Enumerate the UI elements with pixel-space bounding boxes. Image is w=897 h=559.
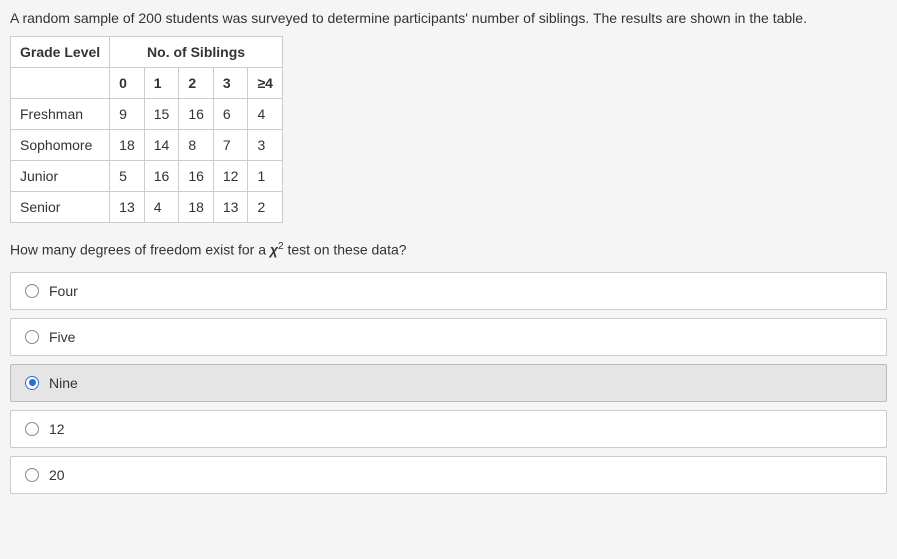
cell: 1 [248,161,282,192]
row-label: Sophomore [11,130,110,161]
table-row: Senior 13 4 18 13 2 [11,192,283,223]
option-nine[interactable]: Nine [10,364,887,402]
col-header-4: ≥4 [248,68,282,99]
radio-icon [25,284,39,298]
col-header-3: 3 [213,68,248,99]
table-header-row-2: 0 1 2 3 ≥4 [11,68,283,99]
cell: 12 [213,161,248,192]
col-header-2: 2 [179,68,214,99]
radio-icon [25,422,39,436]
blank-header [11,68,110,99]
row-label: Junior [11,161,110,192]
question-text: How many degrees of freedom exist for a … [10,241,887,258]
question-pre: How many degrees of freedom exist for a [10,242,270,258]
cell: 18 [110,130,145,161]
col-header-0: 0 [110,68,145,99]
cell: 16 [179,161,214,192]
cell: 13 [110,192,145,223]
cell: 16 [144,161,179,192]
col-header-1: 1 [144,68,179,99]
cell: 9 [110,99,145,130]
row-label: Freshman [11,99,110,130]
table-row: Freshman 9 15 16 6 4 [11,99,283,130]
question-container: A random sample of 200 students was surv… [0,0,897,512]
question-prompt: A random sample of 200 students was surv… [10,10,887,26]
option-label: 20 [49,467,65,483]
options-list: Four Five Nine 12 20 [10,272,887,494]
option-twenty[interactable]: 20 [10,456,887,494]
option-label: Four [49,283,78,299]
option-five[interactable]: Five [10,318,887,356]
table-header-row-1: Grade Level No. of Siblings [11,37,283,68]
cell: 15 [144,99,179,130]
data-table: Grade Level No. of Siblings 0 1 2 3 ≥4 F… [10,36,283,223]
cell: 4 [144,192,179,223]
cell: 8 [179,130,214,161]
radio-icon [25,330,39,344]
col-group-header: No. of Siblings [110,37,283,68]
question-post: test on these data? [284,242,407,258]
cell: 14 [144,130,179,161]
cell: 7 [213,130,248,161]
table-row: Sophomore 18 14 8 7 3 [11,130,283,161]
cell: 16 [179,99,214,130]
cell: 4 [248,99,282,130]
cell: 3 [248,130,282,161]
cell: 5 [110,161,145,192]
row-header: Grade Level [11,37,110,68]
option-four[interactable]: Four [10,272,887,310]
radio-icon [25,376,39,390]
cell: 2 [248,192,282,223]
chi-symbol: χ [270,242,278,258]
cell: 13 [213,192,248,223]
radio-icon [25,468,39,482]
option-label: Nine [49,375,78,391]
table-row: Junior 5 16 16 12 1 [11,161,283,192]
cell: 6 [213,99,248,130]
option-label: 12 [49,421,65,437]
cell: 18 [179,192,214,223]
row-label: Senior [11,192,110,223]
option-label: Five [49,329,75,345]
option-twelve[interactable]: 12 [10,410,887,448]
